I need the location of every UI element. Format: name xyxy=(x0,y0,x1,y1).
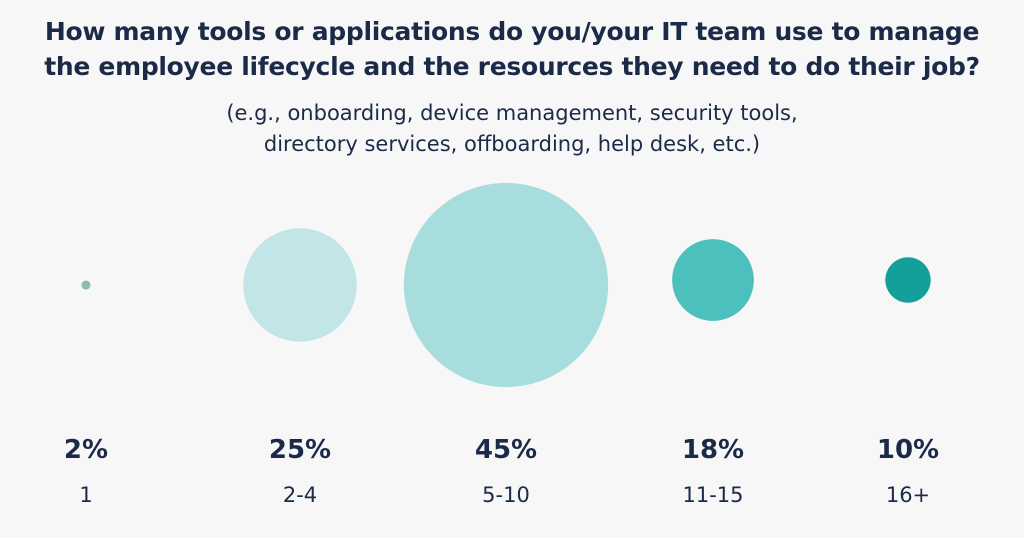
value-label: 45% xyxy=(475,435,537,465)
category-label: 1 xyxy=(79,483,92,507)
chart-subtitle: (e.g., onboarding, device management, se… xyxy=(0,98,1024,160)
subtitle-line: (e.g., onboarding, device management, se… xyxy=(226,101,798,125)
chart-title: How many tools or applications do you/yo… xyxy=(0,14,1024,84)
bubble-16+ xyxy=(885,257,931,303)
value-label: 18% xyxy=(682,435,744,465)
title-line: the employee lifecycle and the resources… xyxy=(44,52,980,81)
value-label: 2% xyxy=(64,435,108,465)
value-label: 10% xyxy=(877,435,939,465)
subtitle-line: directory services, offboarding, help de… xyxy=(263,132,761,156)
value-label: 25% xyxy=(269,435,331,465)
category-label: 16+ xyxy=(886,483,930,507)
category-label: 11-15 xyxy=(682,483,743,507)
bubble-5-10 xyxy=(403,182,609,388)
bubble-2-4 xyxy=(243,228,357,342)
title-line: How many tools or applications do you/yo… xyxy=(44,17,980,46)
category-label: 5-10 xyxy=(482,483,530,507)
category-label: 2-4 xyxy=(283,483,317,507)
bubble-11-15 xyxy=(672,239,754,321)
bubble-1 xyxy=(81,280,91,290)
